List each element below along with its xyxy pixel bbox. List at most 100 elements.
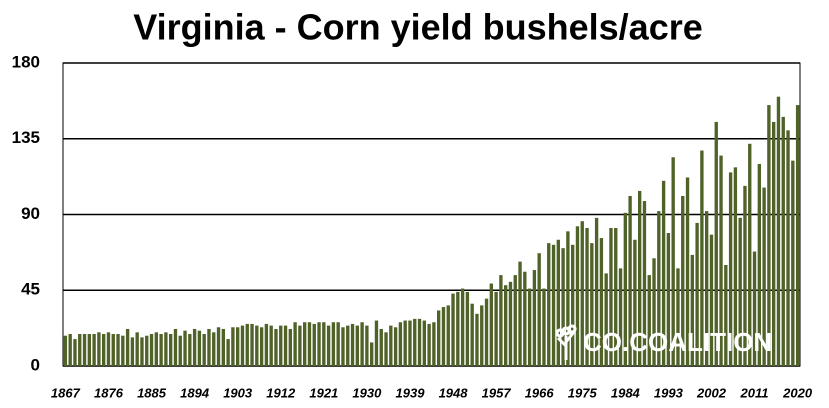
- bar: [791, 160, 795, 366]
- bar: [767, 105, 771, 366]
- bar: [743, 185, 747, 366]
- bar: [709, 234, 714, 366]
- bar: [441, 307, 446, 366]
- bar: [748, 143, 752, 366]
- bar: [374, 320, 379, 366]
- bar: [460, 288, 465, 366]
- x-tick-label: 1930: [352, 385, 382, 400]
- bar: [422, 320, 426, 366]
- bar: [259, 327, 264, 366]
- bar: [398, 322, 403, 366]
- bar: [336, 322, 340, 366]
- bar: [465, 291, 470, 366]
- x-tick-label: 1975: [568, 385, 598, 400]
- bar: [504, 285, 508, 366]
- bar: [102, 334, 106, 366]
- bar: [657, 211, 661, 366]
- bar: [298, 325, 302, 366]
- bar: [202, 334, 206, 366]
- bar: [331, 322, 336, 366]
- x-tick-label: 1867: [51, 385, 81, 400]
- bar: [527, 288, 532, 366]
- bar: [484, 298, 489, 366]
- bar: [508, 281, 513, 366]
- bar: [537, 253, 541, 366]
- bar: [116, 334, 120, 366]
- x-tick-label: 1966: [525, 385, 555, 400]
- bar: [446, 305, 450, 366]
- bar: [705, 211, 709, 366]
- bar: [752, 251, 757, 366]
- bar: [590, 243, 594, 366]
- bar: [575, 226, 580, 366]
- bar: [269, 325, 273, 366]
- bar: [188, 334, 192, 366]
- bar: [164, 332, 168, 366]
- bar: [87, 334, 91, 366]
- x-tick-label: 1948: [439, 385, 469, 400]
- bar: [384, 332, 388, 366]
- y-tick-label: 180: [12, 52, 40, 71]
- bar: [197, 330, 202, 366]
- x-tick-label: 1939: [396, 385, 426, 400]
- bar: [413, 318, 417, 366]
- y-tick-label: 135: [12, 128, 40, 147]
- bar: [135, 332, 139, 366]
- bar: [178, 335, 182, 366]
- bar: [604, 273, 608, 366]
- bar: [341, 327, 345, 366]
- bar: [599, 238, 604, 366]
- bar: [173, 328, 178, 366]
- bar: [159, 334, 163, 366]
- bar: [661, 180, 666, 366]
- bar: [82, 334, 87, 366]
- bar: [475, 313, 479, 366]
- bar: [494, 291, 498, 366]
- bar: [226, 339, 230, 366]
- bar: [97, 332, 101, 366]
- bar: [633, 239, 637, 366]
- bar: [628, 195, 632, 366]
- bar: [700, 150, 704, 366]
- bar: [518, 261, 522, 366]
- x-tick-label: 2011: [740, 385, 769, 400]
- bar: [408, 320, 412, 366]
- bar: [671, 157, 675, 366]
- bar: [795, 105, 800, 366]
- bar: [786, 130, 790, 366]
- bar: [762, 187, 766, 366]
- bar: [288, 328, 292, 366]
- bar: [312, 323, 316, 366]
- bar: [690, 254, 694, 366]
- bar: [236, 327, 240, 366]
- bar: [571, 244, 575, 366]
- bar: [355, 325, 359, 366]
- x-tick-label: 2002: [696, 385, 727, 400]
- bar: [618, 268, 623, 366]
- bar: [389, 325, 393, 366]
- bar: [192, 328, 197, 366]
- y-tick-label: 90: [21, 204, 40, 223]
- bar: [283, 325, 288, 366]
- bar: [221, 328, 225, 366]
- bar: [561, 248, 565, 366]
- bar: [245, 323, 249, 366]
- bar: [154, 332, 158, 366]
- x-tick-label: 1876: [94, 385, 124, 400]
- y-tick-label: 45: [21, 280, 40, 299]
- bar: [360, 322, 364, 366]
- x-tick-label: 2020: [782, 385, 813, 400]
- bar: [365, 325, 369, 366]
- y-tick-label: 0: [31, 355, 40, 374]
- bar: [757, 164, 761, 366]
- bar: [714, 121, 718, 367]
- bar: [470, 303, 474, 366]
- x-tick-label: 1894: [180, 385, 210, 400]
- bar: [207, 328, 211, 366]
- bar: [685, 177, 690, 366]
- x-tick-label: 1993: [654, 385, 684, 400]
- bar: [393, 327, 398, 366]
- bar: [580, 221, 584, 366]
- bar: [274, 328, 278, 366]
